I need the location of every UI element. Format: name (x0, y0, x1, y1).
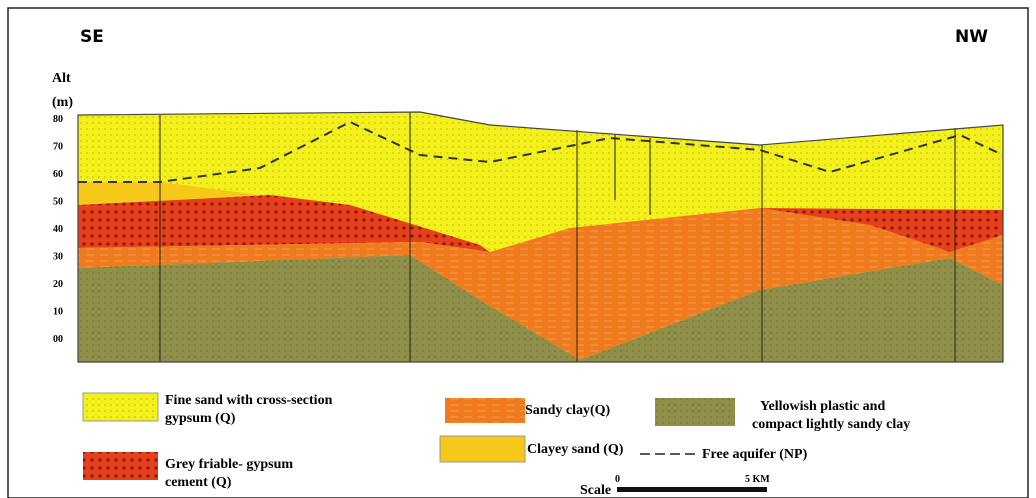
direction-left: SE (80, 27, 104, 47)
legend-label: Grey friable- gypsum (165, 457, 293, 472)
axis-unit: (m) (52, 95, 73, 110)
legend-label: Yellowish plastic and (760, 399, 885, 414)
direction-right: NW (955, 27, 988, 47)
axis-tick-label: 00 (53, 334, 63, 345)
axis-tick-label: 70 (53, 142, 63, 153)
legend-label: Fine sand with cross-section (165, 393, 333, 408)
axis-tick-label: 50 (53, 197, 63, 208)
axis-tick-label: 10 (53, 307, 63, 318)
legend-label: cement (Q) (165, 475, 232, 490)
legend-label: gypsum (Q) (165, 411, 236, 426)
scale-bar: Scale 0 5 KM (580, 474, 770, 498)
scale-start: 0 (615, 474, 620, 485)
diagram: SE NW Alt (m) 80 70 60 50 40 30 20 10 00 Fine sa… (0, 0, 1036, 498)
legend-label: Free aquifer (NP) (702, 447, 808, 462)
legend: Fine sand with cross-section gypsum (Q) … (83, 393, 910, 490)
legend-label: Sandy clay(Q) (525, 403, 611, 418)
scale-label: Scale (580, 483, 611, 498)
axis-tick-label: 40 (53, 224, 63, 235)
legend-label: compact lightly sandy clay (752, 417, 910, 432)
axis-tick-label: 30 (53, 252, 63, 263)
axis-title: Alt (52, 71, 71, 86)
axis-tick-label: 60 (53, 169, 63, 180)
legend-label: Clayey sand (Q) (527, 442, 624, 457)
axis-tick-label: 80 (53, 114, 63, 125)
axis-tick-label: 20 (53, 279, 63, 290)
cross-section (78, 112, 1003, 362)
scale-end: 5 KM (745, 474, 770, 485)
axis-ticks: 80 70 60 50 40 30 20 10 00 (53, 114, 63, 345)
